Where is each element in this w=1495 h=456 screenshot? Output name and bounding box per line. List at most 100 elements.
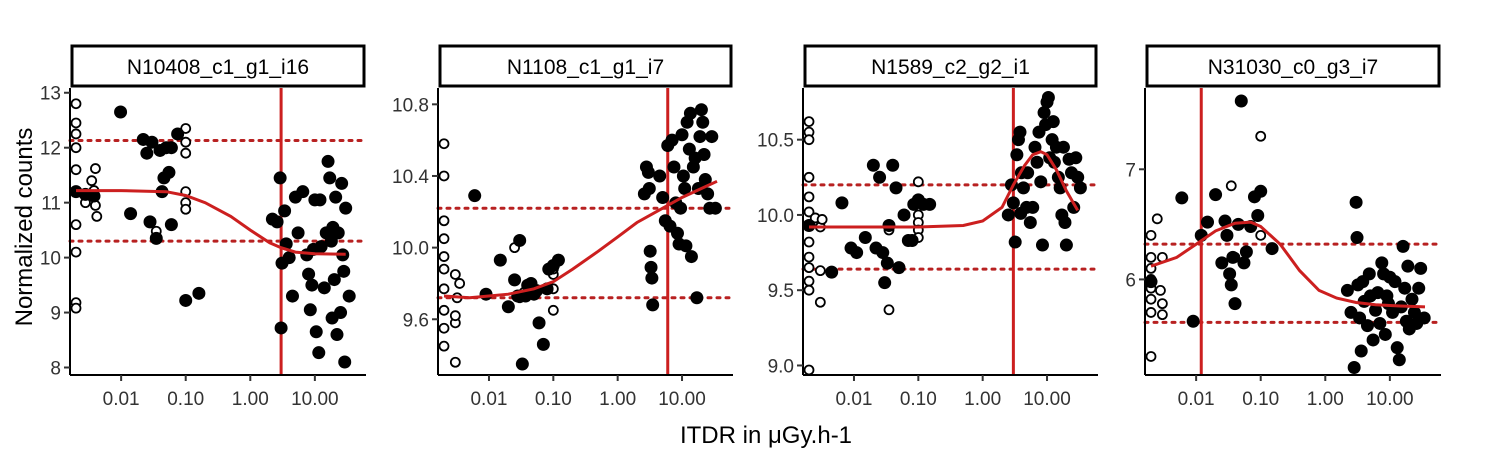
filled-point — [329, 190, 343, 204]
filled-point — [1010, 148, 1024, 162]
filled-point — [1234, 94, 1248, 108]
open-point — [438, 251, 450, 262]
y-tick-label: 6 — [1125, 270, 1136, 291]
filled-point — [162, 165, 176, 179]
filled-point — [697, 147, 711, 161]
filled-point — [270, 215, 284, 229]
open-point — [438, 263, 450, 275]
facet-panel: N10408_c1_g1_i16 8 9 10 11 12 13 0.01 0.10 1.00 10… — [40, 44, 368, 410]
filled-point — [641, 165, 655, 179]
fitted-curve — [443, 179, 718, 300]
filled-point — [327, 273, 341, 287]
filled-point — [1369, 303, 1383, 317]
filled-point — [897, 208, 911, 222]
filled-point — [1349, 195, 1363, 209]
filled-point — [643, 244, 657, 258]
filled-point — [1228, 297, 1242, 311]
filled-point — [1390, 341, 1404, 355]
filled-point — [1186, 314, 1200, 328]
filled-point — [1028, 140, 1042, 154]
fitted-curve — [809, 150, 1079, 229]
filled-point — [802, 218, 816, 232]
open-point — [180, 147, 192, 159]
filled-point — [309, 325, 323, 339]
filled-point — [705, 130, 719, 144]
filled-point — [317, 281, 331, 295]
y-tick-label: 10.8 — [392, 95, 429, 116]
filled-point — [1392, 353, 1406, 367]
open-point — [70, 117, 82, 129]
filled-point — [312, 346, 326, 360]
filled-point — [1035, 238, 1049, 252]
open-point — [91, 210, 103, 222]
filled-point — [1023, 215, 1037, 229]
open-point — [70, 128, 82, 140]
facet-strip — [70, 44, 366, 88]
open-point — [449, 310, 461, 322]
x-axis-title: ITDR in μGy.h-1 — [680, 422, 852, 449]
filled-point — [1144, 275, 1158, 289]
open-point — [438, 215, 450, 227]
open-point — [449, 269, 461, 280]
filled-point — [338, 355, 352, 369]
filled-point — [278, 204, 292, 218]
filled-point — [696, 115, 710, 129]
filled-point — [179, 293, 193, 307]
filled-point — [858, 231, 872, 245]
filled-point — [145, 135, 159, 149]
filled-point — [1405, 292, 1419, 306]
filled-point — [1224, 278, 1238, 292]
filled-point — [645, 271, 659, 285]
facet-title: N1589_c2_g2_i1 — [871, 56, 1030, 79]
open-point — [438, 233, 450, 245]
filled-point — [642, 182, 656, 196]
filled-point — [192, 286, 206, 300]
filled-point — [335, 176, 349, 190]
filled-point — [835, 196, 849, 210]
filled-point — [1013, 125, 1027, 139]
filled-point — [1175, 191, 1189, 205]
open-point — [803, 236, 815, 248]
filled-point — [1414, 261, 1428, 275]
filled-point — [1239, 245, 1253, 259]
filled-point — [701, 187, 715, 201]
filled-point — [1251, 209, 1265, 223]
facet-strip — [803, 44, 1098, 88]
open-point — [1255, 229, 1267, 241]
filled-point — [1046, 115, 1060, 129]
open-point — [438, 304, 450, 316]
filled-point — [1396, 239, 1410, 253]
filled-point — [1347, 360, 1361, 374]
filled-point — [291, 226, 305, 240]
filled-point — [330, 328, 344, 342]
filled-point — [1037, 106, 1051, 120]
filled-point — [667, 160, 681, 174]
open-point — [1155, 285, 1166, 296]
filled-point — [1220, 228, 1234, 242]
open-point — [438, 138, 450, 150]
filled-point — [323, 171, 337, 185]
filled-point — [1407, 305, 1421, 319]
y-tick-label: 7 — [1125, 160, 1136, 181]
filled-point — [1020, 200, 1034, 214]
filled-point — [551, 253, 565, 267]
open-point — [180, 203, 192, 215]
filled-point — [1362, 267, 1376, 281]
filled-point — [675, 128, 689, 142]
open-point — [70, 219, 82, 231]
filled-point — [339, 201, 353, 215]
filled-point — [880, 256, 894, 270]
y-tick-label: 10 — [40, 249, 61, 270]
filled-point — [690, 291, 704, 305]
filled-point — [684, 250, 698, 264]
filled-point — [285, 289, 299, 303]
filled-point — [515, 357, 529, 371]
x-tick-label: 0.10 — [535, 389, 572, 410]
filled-point — [905, 234, 919, 248]
facet-panel: N31030_c0_g3_i7 6 7 0.01 0.10 1.00 10.00 — [1125, 44, 1443, 410]
filled-point — [683, 106, 697, 120]
filled-point — [656, 190, 670, 204]
open-point — [816, 214, 828, 225]
filled-point — [1223, 267, 1237, 281]
